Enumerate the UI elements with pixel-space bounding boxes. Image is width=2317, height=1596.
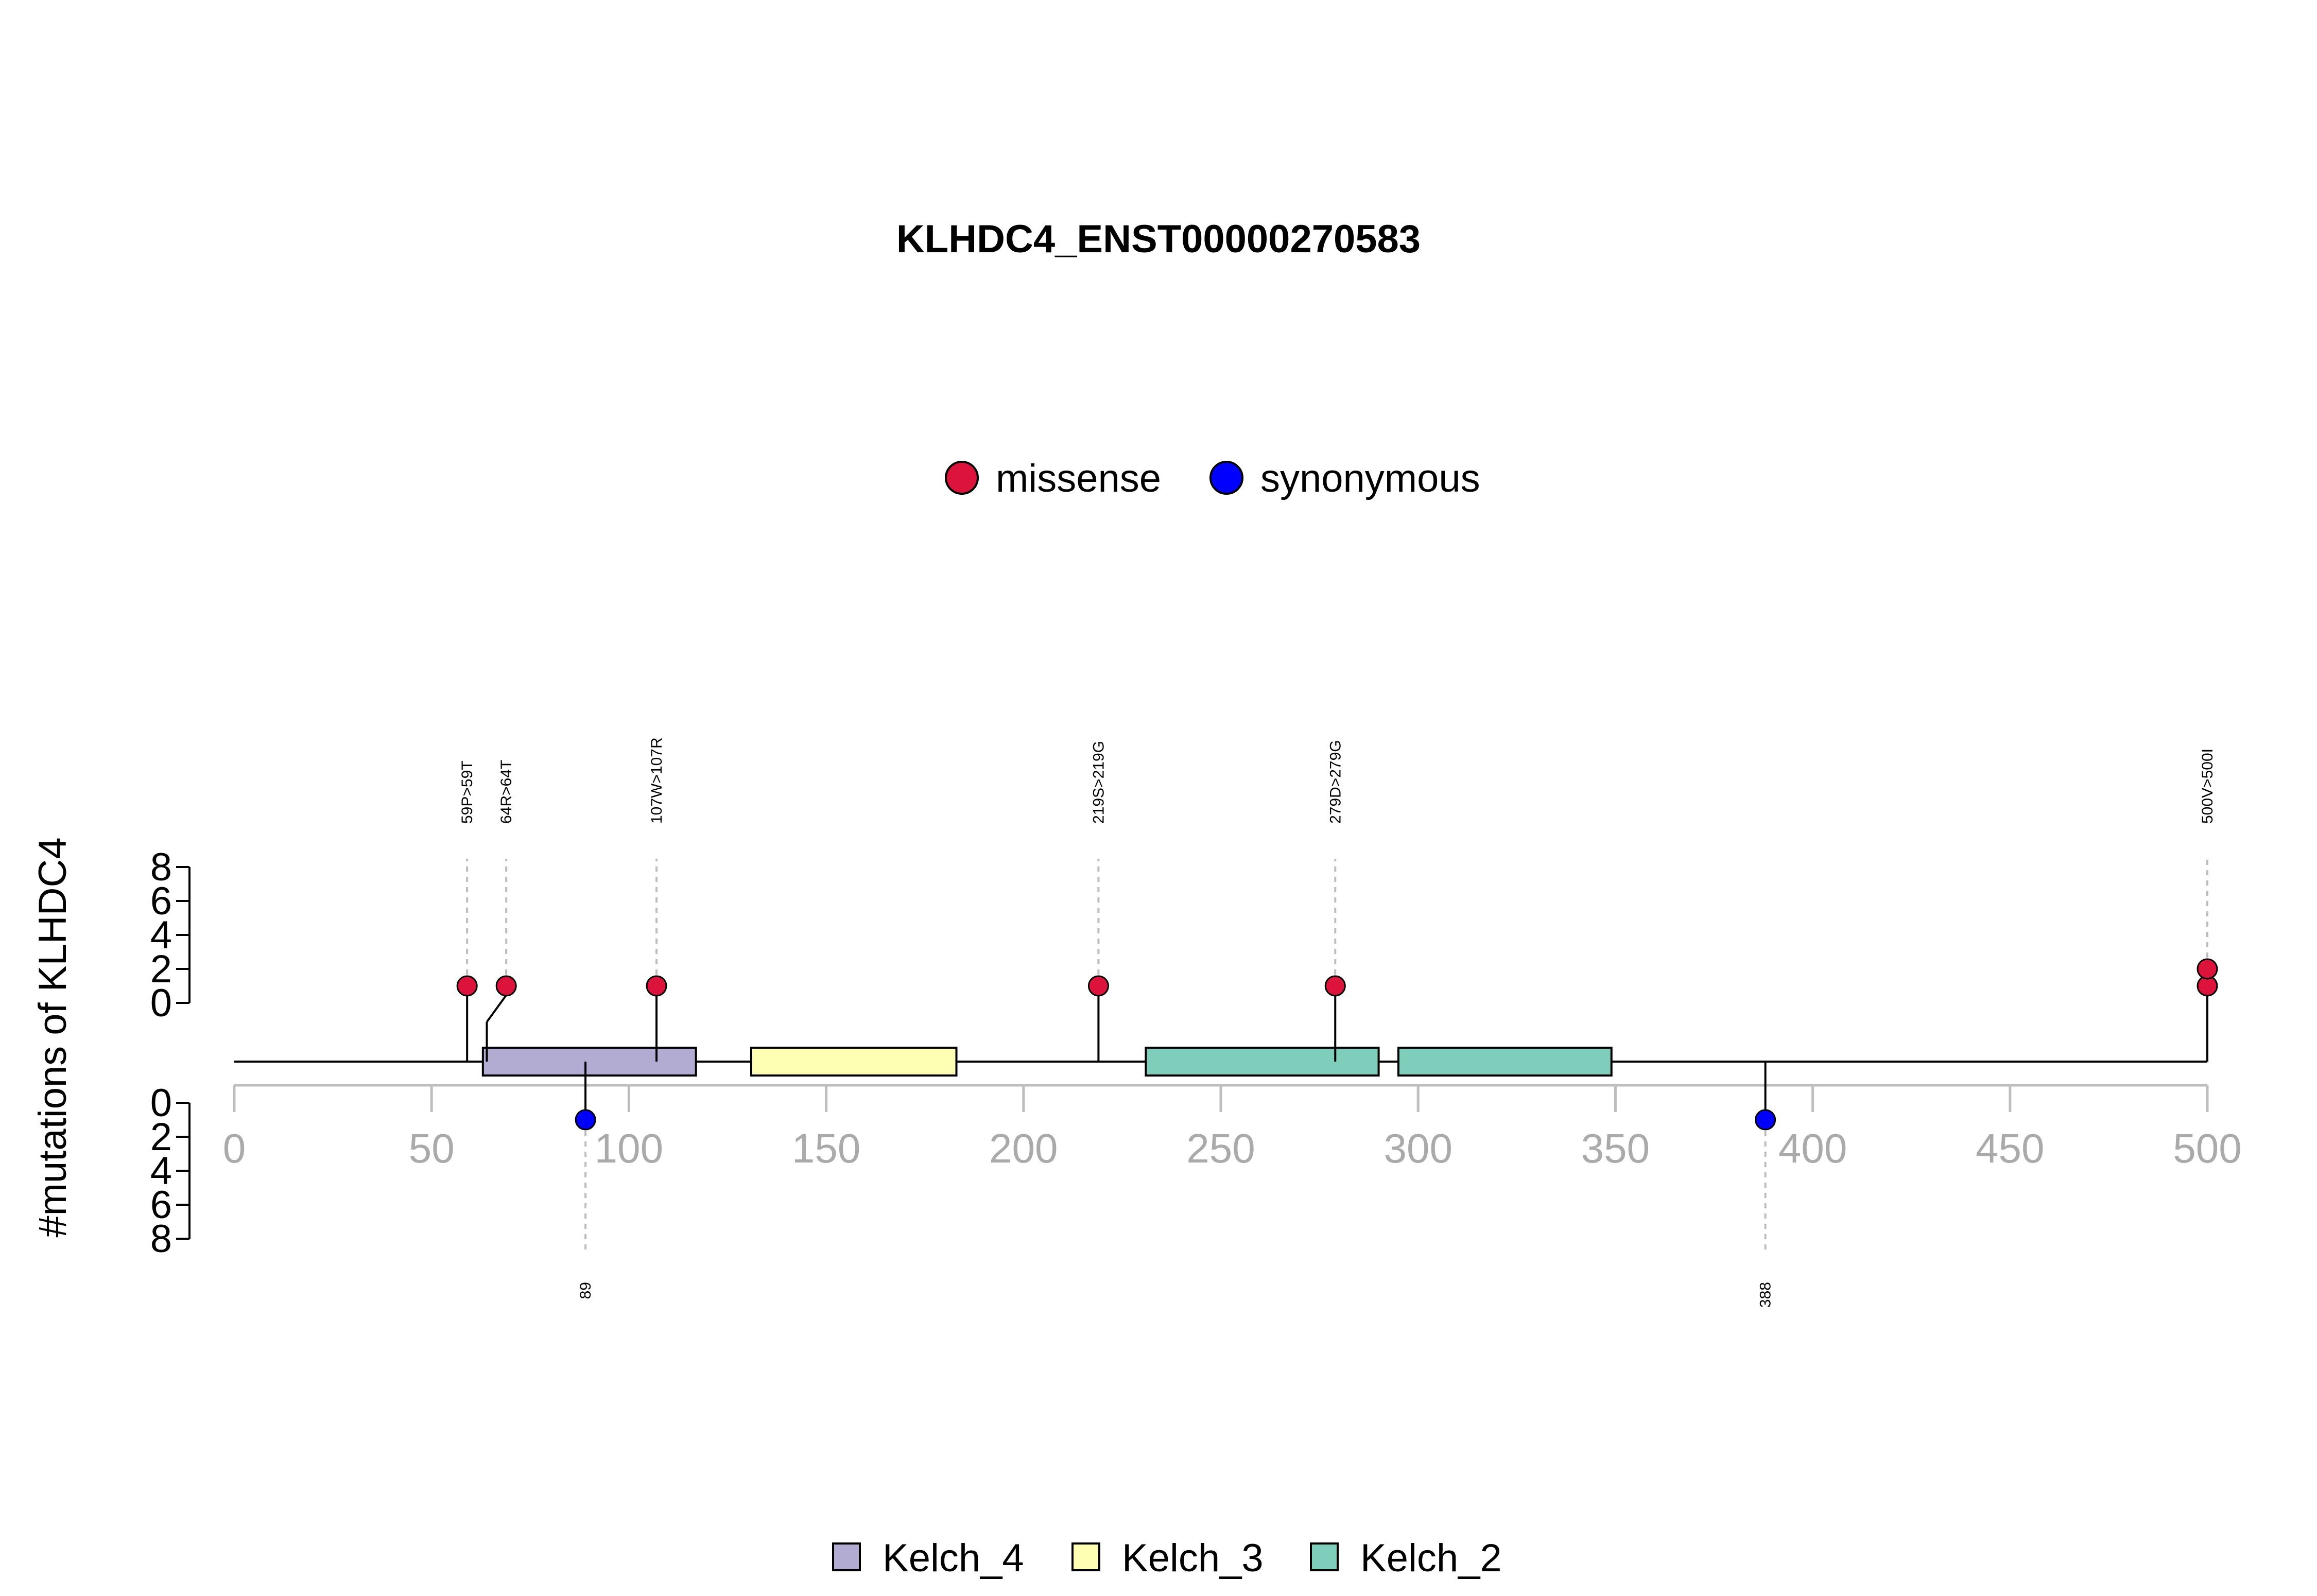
domain-boxes (481, 1047, 1613, 1077)
y-axis-label: #mutations of KLHDC4 (31, 837, 75, 1237)
x-tick-label: 150 (792, 1125, 860, 1171)
x-tick-label: 300 (1384, 1125, 1452, 1171)
lollipop-head (495, 975, 517, 997)
x-tick-label: 450 (1976, 1125, 2044, 1171)
y-tick-label-lower: 0 (150, 1081, 172, 1125)
lollipop-head (575, 1109, 596, 1131)
y-tick-label-lower: 4 (150, 1149, 172, 1193)
legend-label: missense (996, 457, 1161, 500)
mutation-label: 279D>279G (1327, 740, 1344, 824)
lollipop-head (456, 975, 478, 997)
domain-box (750, 1047, 958, 1077)
legend-label: Kelch_3 (1122, 1536, 1264, 1580)
legend-swatch (1071, 1542, 1100, 1571)
chart-title: KLHDC4_ENST00000270583 (896, 217, 1421, 261)
mutation-label: 388 (1757, 1282, 1774, 1308)
x-tick-label: 50 (409, 1125, 455, 1171)
x-tick-label: 0 (223, 1125, 246, 1171)
y-tick-label-lower: 2 (150, 1115, 172, 1159)
mutation-type-legend: missense synonymous (945, 457, 1480, 500)
domain-box (1397, 1047, 1613, 1077)
x-tick-label: 200 (989, 1125, 1058, 1171)
legend-label: Kelch_2 (1360, 1536, 1502, 1580)
mutation-label: 500V>500I (2199, 749, 2216, 824)
domain-box (1145, 1047, 1380, 1077)
y-tick-label-upper: 6 (150, 879, 172, 923)
x-tick-label: 400 (1778, 1125, 1847, 1171)
lollipop-stem (486, 994, 507, 1023)
x-tick-label: 250 (1186, 1125, 1255, 1171)
legend-swatch (1310, 1542, 1339, 1571)
legend-marker (1209, 461, 1243, 495)
y-tick-label-lower: 6 (150, 1183, 172, 1227)
x-tick-label: 100 (595, 1125, 663, 1171)
lollipop-head (646, 975, 667, 997)
y-tick-label-lower: 8 (150, 1217, 172, 1261)
y-tick-label-upper: 4 (150, 913, 172, 957)
y-tick-label-upper: 0 (150, 981, 172, 1025)
x-axis: 0 50 100 150 200 250 300 350 400 450 500 (223, 1084, 2242, 1171)
y-tick-label-upper: 8 (150, 845, 172, 889)
legend-label: synonymous (1260, 457, 1480, 500)
lollipop-head (1324, 975, 1346, 997)
x-tick-label: 500 (2173, 1125, 2241, 1171)
domain-legend: Kelch_4 Kelch_3 Kelch_2 (832, 1536, 1502, 1580)
mutation-label: 107W>107R (648, 737, 665, 824)
legend-swatch (832, 1542, 861, 1571)
lollipop-head (1087, 975, 1109, 997)
lollipop-head (2197, 958, 2218, 980)
lollipop-head (1755, 1109, 1776, 1131)
legend-label: Kelch_4 (883, 1536, 1024, 1580)
mutation-label: 64R>64T (498, 760, 515, 824)
mutation-label: 89 (577, 1282, 594, 1299)
mutation-label: 59P>59T (459, 760, 476, 824)
y-tick-label-upper: 2 (150, 947, 172, 991)
legend-marker (945, 461, 979, 495)
mutation-label: 219S>219G (1090, 741, 1107, 824)
domain-box (481, 1047, 697, 1077)
x-tick-label: 350 (1581, 1125, 1650, 1171)
mutation-lollipops: 59P>59T 64R>64T 107W>107R 219S>219G 279D>279… (456, 737, 2218, 1308)
